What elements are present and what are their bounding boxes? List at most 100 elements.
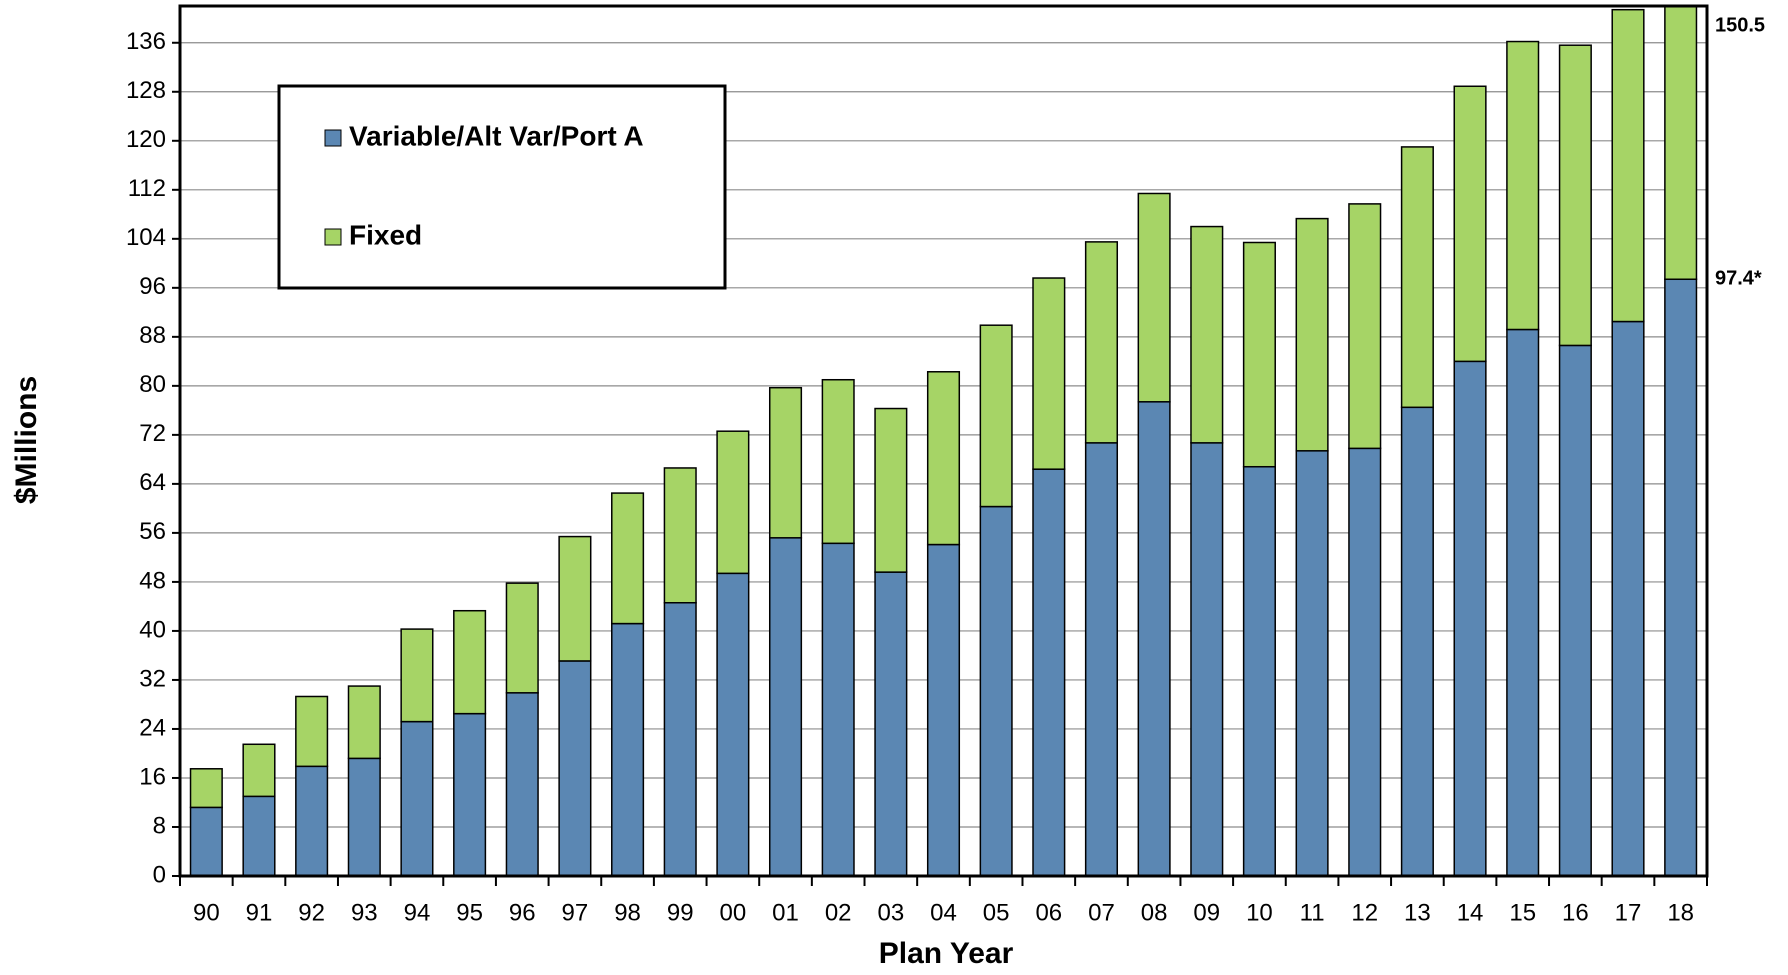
bar-segment: [1242, 241, 1276, 468]
y-tick-label: 0: [153, 861, 166, 888]
bar-segment: [1348, 203, 1382, 450]
bar-segment: [926, 543, 961, 876]
legend-swatch: [324, 129, 342, 147]
y-tick-label: 24: [139, 714, 166, 741]
bar-segment: [1611, 8, 1645, 323]
legend: Variable/Alt Var/Port A Fixed: [277, 84, 727, 290]
x-tick-label: 03: [877, 899, 904, 926]
x-tick-label: 02: [825, 899, 852, 926]
y-tick-label: 104: [126, 224, 166, 251]
x-axis-title: Plan Year: [879, 937, 1014, 970]
bar-segment: [453, 609, 487, 715]
bar-segment: [1242, 465, 1276, 876]
bar-segment: [874, 571, 908, 876]
bar-segment: [663, 467, 697, 604]
bar-segment: [1084, 241, 1119, 444]
bar-segment: [1506, 40, 1540, 331]
x-tick-label: 90: [193, 899, 220, 926]
y-axis-title: $Millions: [10, 376, 43, 504]
bar-segment: [505, 692, 539, 876]
legend-label: Fixed: [349, 219, 422, 250]
annotation: 97.4*: [1715, 268, 1762, 290]
y-tick-label: 80: [139, 371, 166, 398]
bar-segment: [189, 806, 223, 876]
x-tick-label: 94: [404, 899, 431, 926]
x-tick-label: 99: [667, 899, 694, 926]
bar-segment: [242, 795, 276, 876]
bars: [189, 6, 1698, 876]
bar-segment: [453, 712, 487, 876]
bar-segment: [1190, 442, 1224, 876]
bar-segment: [1453, 85, 1487, 363]
bar-segment: [400, 628, 434, 723]
y-tick-label: 88: [139, 322, 166, 349]
x-tick-label: 92: [298, 899, 325, 926]
bar-segment: [979, 324, 1013, 508]
bar-segment: [1190, 225, 1224, 444]
bar-segment: [821, 378, 855, 545]
x-tick-label: 98: [614, 899, 641, 926]
x-tick-label: 14: [1457, 899, 1484, 926]
bar-segment: [1348, 447, 1382, 876]
y-tick-label: 112: [128, 175, 166, 202]
x-tick-label: 09: [1193, 899, 1220, 926]
bar-segment: [611, 622, 645, 876]
bar-segment: [1611, 320, 1645, 876]
bar-segment: [611, 492, 645, 625]
bar-segment: [1400, 406, 1434, 876]
bar-segment: [558, 535, 592, 662]
y-tick-label: 32: [139, 665, 166, 692]
y-tick-label: 72: [139, 420, 166, 447]
bar-segment: [874, 407, 908, 573]
x-tick-label: 17: [1615, 899, 1642, 926]
bar-segment: [1664, 6, 1698, 281]
x-tick-label: 12: [1351, 899, 1378, 926]
x-tick-label: 15: [1509, 899, 1536, 926]
x-tick-label: 05: [983, 899, 1010, 926]
x-tick-label: 07: [1088, 899, 1115, 926]
y-tick-label: 48: [139, 567, 166, 594]
y-tick-label: 136: [126, 28, 166, 55]
bar-segment: [768, 386, 803, 539]
bar-segment: [1137, 192, 1171, 403]
y-tick-label: 96: [139, 273, 166, 300]
bar-segment: [716, 430, 750, 575]
x-tick-label: 18: [1667, 899, 1694, 926]
bar-segment: [1032, 277, 1066, 470]
x-tick-label: 96: [509, 899, 536, 926]
plot-frame: [178, 4, 1709, 878]
x-tick-label: 01: [772, 899, 799, 926]
bar-segment: [1137, 401, 1171, 876]
x-tick-label: 10: [1246, 899, 1273, 926]
bar-segment: [926, 371, 961, 546]
bar-segment: [1295, 450, 1329, 876]
bar-segment: [1032, 468, 1066, 876]
bar-segment: [1400, 146, 1434, 409]
bar-segment: [347, 685, 381, 760]
legend-box: [277, 84, 727, 290]
bar-segment: [295, 695, 329, 768]
y-tick-label: 64: [139, 469, 166, 496]
bar-segment: [979, 505, 1013, 876]
bar-segment: [505, 582, 539, 694]
bar-segment: [1295, 217, 1329, 452]
x-tick-label: 13: [1404, 899, 1431, 926]
x-tick-label: 93: [351, 899, 378, 926]
x-tick-label: 04: [930, 899, 957, 926]
bar-segment: [1084, 442, 1119, 876]
x-tick-label: 95: [456, 899, 483, 926]
x-tick-label: 91: [246, 899, 273, 926]
y-tick-label: 56: [139, 518, 166, 545]
bar-segment: [1664, 278, 1698, 876]
y-tick-label: 16: [139, 763, 166, 790]
bar-segment: [189, 768, 223, 809]
bar-segment: [400, 720, 434, 876]
bar-segment: [295, 765, 329, 876]
bar-segment: [821, 542, 855, 876]
x-tick-label: 11: [1300, 899, 1325, 926]
legend-swatch: [324, 228, 342, 246]
annotation: 150.5: [1715, 14, 1765, 36]
bar-segment: [716, 572, 750, 876]
x-tick-label: 00: [720, 899, 747, 926]
